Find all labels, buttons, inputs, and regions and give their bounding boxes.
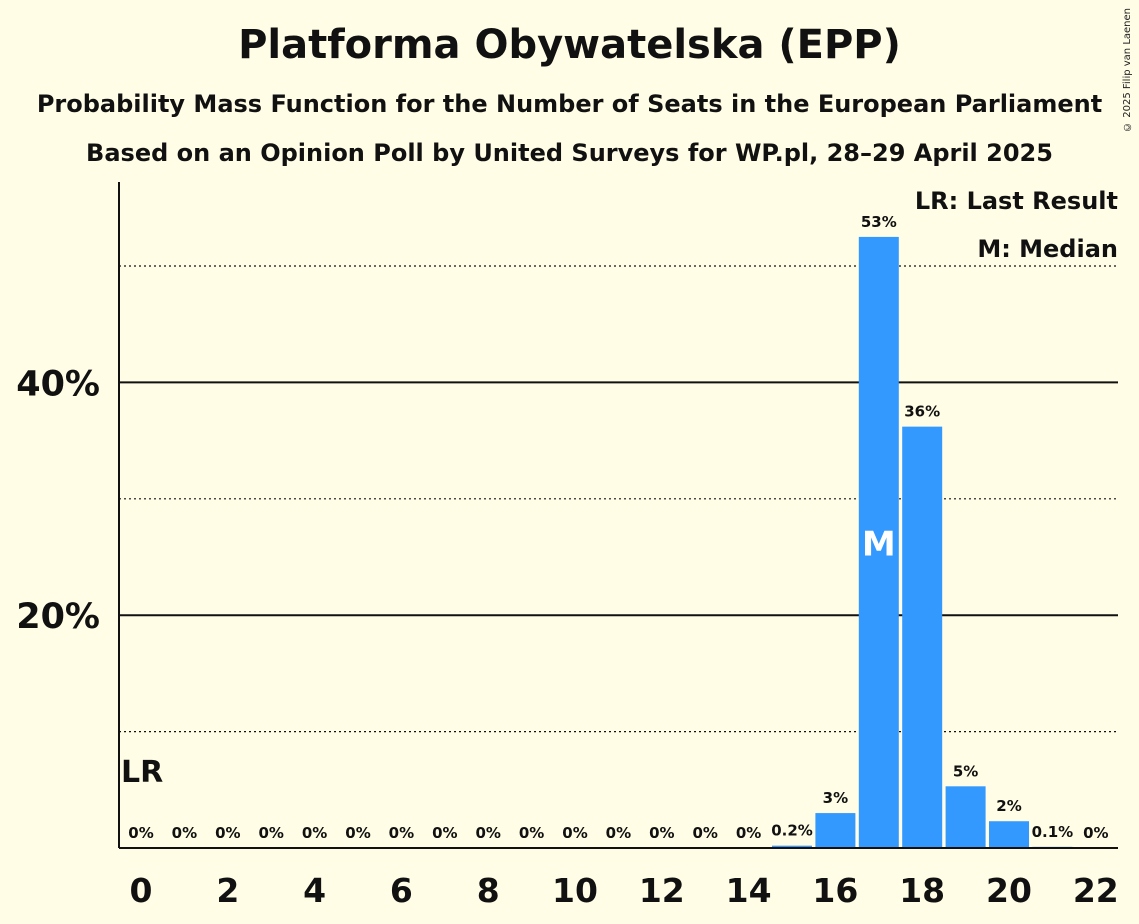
value-label-seat-16: 3% <box>823 789 848 807</box>
last-result-marker: LR <box>121 755 163 790</box>
bar-seat-20 <box>989 821 1029 848</box>
x-tick-6: 6 <box>390 871 413 910</box>
bar-seat-17 <box>858 236 899 848</box>
value-label-seat-3: 0% <box>258 824 283 842</box>
value-label-seat-9: 0% <box>519 824 544 842</box>
chart-subtitle: Probability Mass Function for the Number… <box>36 90 1103 118</box>
bar-seat-18 <box>902 426 943 848</box>
x-tick-2: 2 <box>216 871 239 910</box>
median-marker: M <box>862 524 896 564</box>
value-label-seat-10: 0% <box>562 824 587 842</box>
x-tick-18: 18 <box>899 871 945 910</box>
chart-title: Platforma Obywatelska (EPP) <box>238 22 901 68</box>
x-tick-4: 4 <box>303 871 326 910</box>
value-label-seat-7: 0% <box>432 824 457 842</box>
value-label-seat-22: 0% <box>1083 824 1108 842</box>
x-tick-10: 10 <box>552 871 598 910</box>
value-label-seat-8: 0% <box>475 824 500 842</box>
chart-subtitle-source: Based on an Opinion Poll by United Surve… <box>86 139 1053 167</box>
value-label-seat-2: 0% <box>215 824 240 842</box>
value-label-seat-5: 0% <box>345 824 370 842</box>
value-label-seat-11: 0% <box>606 824 631 842</box>
value-label-seat-12: 0% <box>649 824 674 842</box>
value-label-seat-19: 5% <box>953 762 978 780</box>
value-label-seat-14: 0% <box>736 824 761 842</box>
value-label-seat-15: 0.2% <box>771 822 813 840</box>
bar-seat-16 <box>815 813 856 848</box>
value-label-seat-17: 53% <box>861 213 897 231</box>
bar-seat-15 <box>772 845 812 848</box>
value-label-seat-21: 0.1% <box>1032 823 1074 841</box>
x-tick-12: 12 <box>639 871 685 910</box>
value-label-seat-1: 0% <box>172 824 197 842</box>
value-label-seat-4: 0% <box>302 824 327 842</box>
value-label-seat-6: 0% <box>389 824 414 842</box>
x-tick-14: 14 <box>726 871 772 910</box>
x-tick-22: 22 <box>1073 871 1119 910</box>
legend-median: M: Median <box>977 235 1118 263</box>
bar-seat-19 <box>945 786 986 848</box>
y-tick-20: 20% <box>16 597 100 637</box>
value-labels: 0% 0% 0% 0% 0% 0% 0% 0% 0% 0% 0% 0% 0% 0% 0% 0.2% 3% 53% 3… <box>121 213 1109 842</box>
x-tick-0: 0 <box>130 871 153 910</box>
gridlines <box>119 265 1118 733</box>
legend-last-result: LR: Last Result <box>915 187 1118 215</box>
tick-labels: 0 2 4 6 8 10 12 14 16 18 20 22 20% 40% <box>16 364 1119 910</box>
y-tick-40: 40% <box>16 364 100 404</box>
x-tick-16: 16 <box>812 871 858 910</box>
x-tick-20: 20 <box>986 871 1032 910</box>
bars <box>772 236 1073 848</box>
value-label-seat-20: 2% <box>996 797 1021 815</box>
axes <box>118 182 1118 849</box>
value-label-seat-18: 36% <box>904 403 940 421</box>
value-label-seat-0: 0% <box>128 824 153 842</box>
value-label-seat-13: 0% <box>692 824 717 842</box>
x-tick-8: 8 <box>477 871 500 910</box>
